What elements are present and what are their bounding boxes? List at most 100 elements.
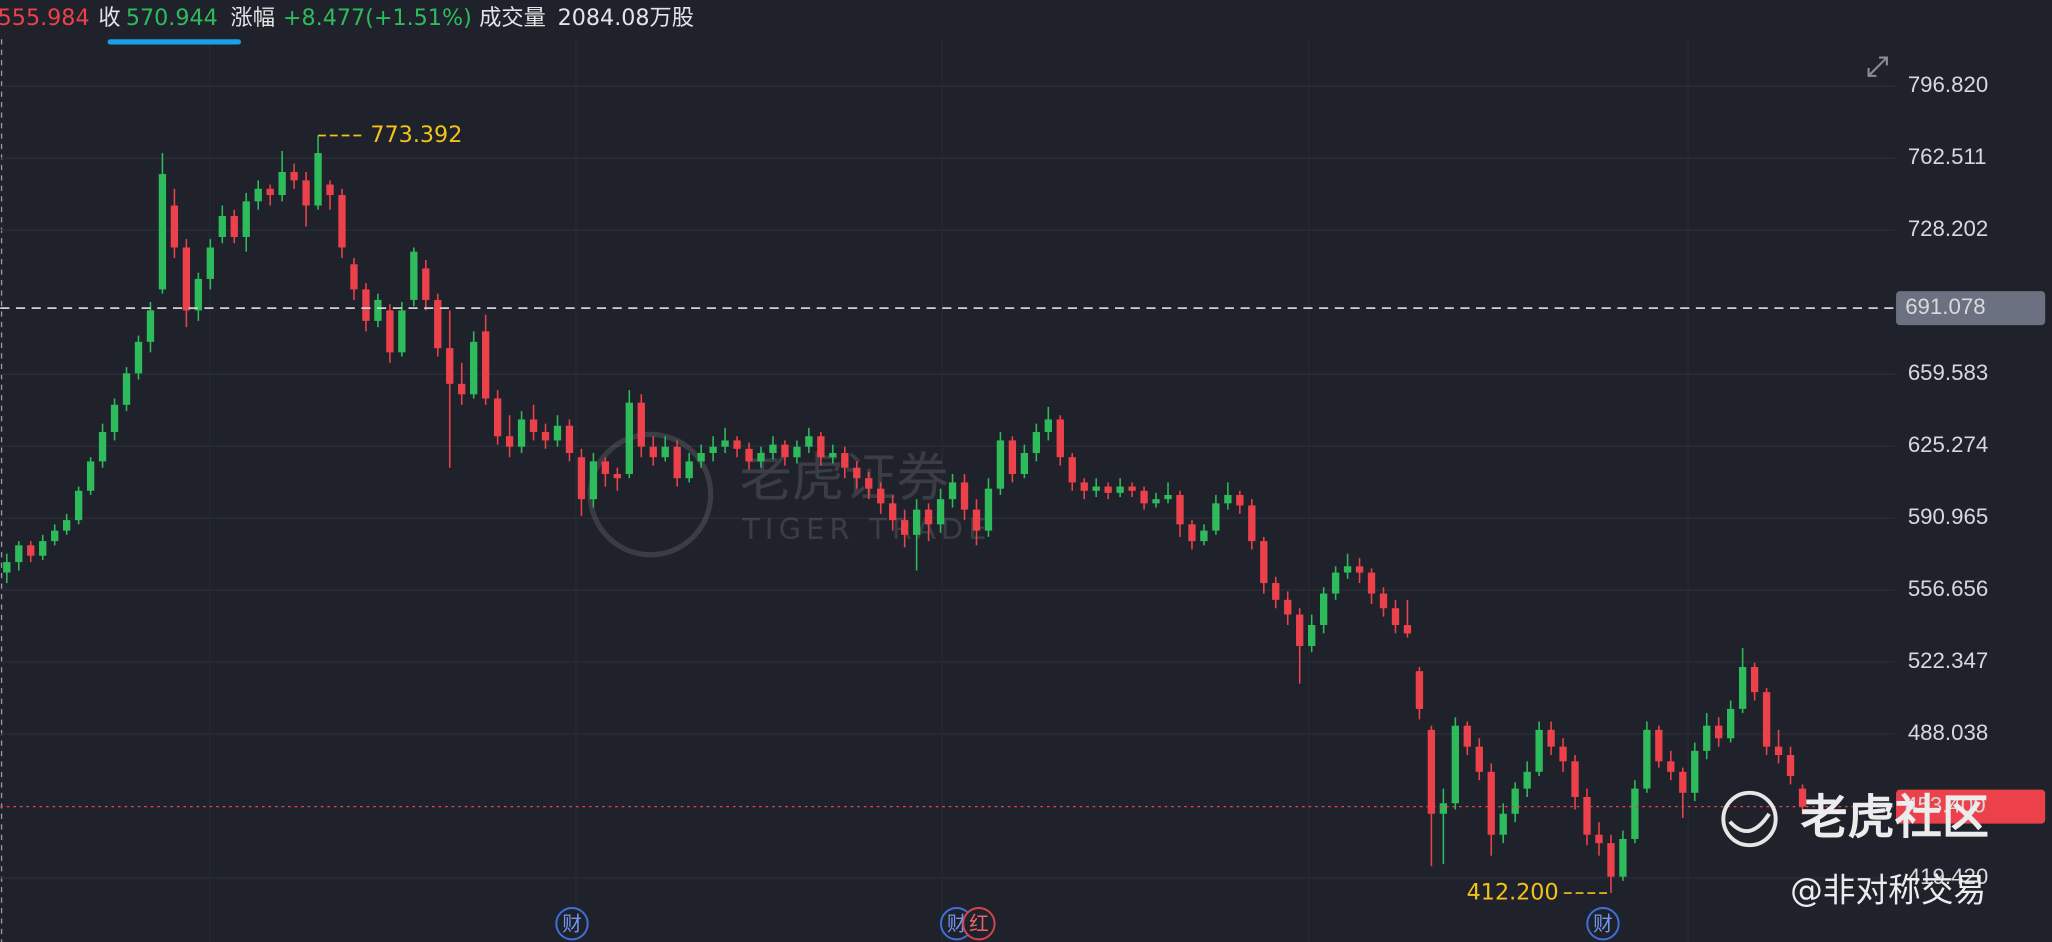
- candle-body: [1248, 505, 1256, 542]
- candle-body: [326, 184, 334, 196]
- candle-body: [458, 383, 466, 395]
- candle-body: [1738, 666, 1747, 709]
- candle-body: [865, 478, 873, 489]
- candle-body: [398, 310, 406, 353]
- candle-body: [1703, 725, 1711, 751]
- candle-body: [900, 520, 909, 535]
- candle-body: [158, 174, 167, 290]
- candle-body: [1762, 692, 1771, 747]
- candle-body: [1104, 486, 1112, 493]
- candle-body: [1343, 566, 1352, 573]
- candle-body: [1188, 524, 1196, 542]
- reference-label: 691.078: [1905, 294, 1985, 319]
- candle-body: [745, 448, 753, 462]
- y-tick-label: 522.347: [1908, 648, 1988, 673]
- candle-body: [493, 398, 502, 437]
- candle-body: [74, 490, 83, 521]
- y-tick-label: 488.038: [1908, 720, 1988, 745]
- candle-body: [481, 331, 490, 399]
- candle-body: [1523, 771, 1531, 789]
- candle-body: [350, 264, 358, 290]
- volume-label: 成交量: [479, 5, 546, 31]
- candle-body: [1068, 457, 1076, 483]
- low-value: 555.984: [0, 5, 90, 31]
- y-tick-label: 796.820: [1908, 72, 1988, 97]
- candle-body: [1008, 440, 1017, 474]
- event-icon[interactable]: [555, 907, 589, 941]
- candle-body: [673, 446, 681, 479]
- candle-body: [1439, 803, 1448, 814]
- candle-body: [290, 171, 298, 181]
- candle-body: [625, 402, 633, 474]
- candle-body: [27, 545, 35, 556]
- candle-body: [1128, 486, 1136, 491]
- candle-body: [1092, 486, 1100, 491]
- candle-body: [242, 201, 250, 237]
- candle-body: [1152, 499, 1160, 504]
- candle-body: [649, 446, 657, 458]
- candle-body: [1715, 725, 1723, 739]
- candle-body: [1750, 666, 1759, 693]
- candle-body: [1595, 834, 1603, 844]
- candle-body: [1786, 755, 1795, 777]
- candle-body: [1571, 761, 1579, 797]
- candle-body: [637, 402, 645, 447]
- candle-body: [781, 444, 789, 458]
- reference-label-box: [1896, 291, 2046, 326]
- candle-body: [266, 188, 274, 196]
- candle-body: [15, 545, 23, 563]
- candle-body: [1631, 788, 1639, 839]
- candle-body: [936, 499, 945, 525]
- candle-body: [1463, 725, 1471, 747]
- candle-body: [182, 247, 191, 311]
- candle-body: [1583, 796, 1591, 835]
- candle-body: [1487, 771, 1495, 835]
- expand-icon[interactable]: [1867, 56, 1888, 77]
- candle-body: [1308, 625, 1316, 646]
- candle-body: [51, 530, 59, 542]
- candle-body: [1475, 746, 1483, 772]
- candle-body: [1020, 453, 1029, 474]
- candle-body: [817, 436, 825, 458]
- candle-body: [1535, 729, 1543, 772]
- candle-body: [1224, 494, 1232, 504]
- candle-body: [1655, 729, 1663, 762]
- candle-body: [1140, 490, 1148, 504]
- candle-body: [1667, 761, 1675, 772]
- close-value: 570.944: [126, 5, 218, 31]
- candle-body: [1200, 530, 1208, 542]
- event-label: 财: [947, 912, 967, 935]
- community-name: 老虎社区: [1801, 790, 1989, 845]
- max-label: 773.392: [370, 122, 462, 148]
- candle-body: [565, 425, 574, 454]
- community-logo: 老虎社区 @非对称交易: [1721, 790, 1989, 909]
- last-price-box: [1896, 789, 2046, 824]
- y-tick-label: 728.202: [1908, 216, 1988, 241]
- candle-body: [170, 205, 179, 248]
- candle-body: [517, 419, 526, 447]
- candle-body: [422, 268, 430, 300]
- candle-body: [601, 461, 610, 474]
- event-icon[interactable]: [1586, 907, 1620, 941]
- min-label: 412.200: [1467, 880, 1559, 906]
- candle-body: [446, 348, 454, 384]
- watermark-sub: TIGER TRADE: [741, 512, 992, 546]
- candle-body: [1236, 494, 1244, 506]
- candle-body: [278, 171, 286, 196]
- event-icon[interactable]: [962, 907, 996, 941]
- candle-body: [254, 188, 262, 202]
- candle-body: [1056, 419, 1064, 458]
- candle-body: [1032, 432, 1040, 454]
- close-underline: [107, 39, 241, 45]
- event-label: 红: [969, 912, 989, 935]
- candle-body: [805, 436, 813, 447]
- candle-body: [1284, 599, 1292, 615]
- close-label: 收: [98, 5, 120, 31]
- candle-body: [470, 341, 478, 395]
- candle-body: [984, 488, 993, 531]
- candle-body: [1451, 725, 1459, 804]
- candle-body: [661, 446, 669, 458]
- y-tick-label: 659.583: [1908, 360, 1988, 385]
- candle-body: [146, 310, 155, 342]
